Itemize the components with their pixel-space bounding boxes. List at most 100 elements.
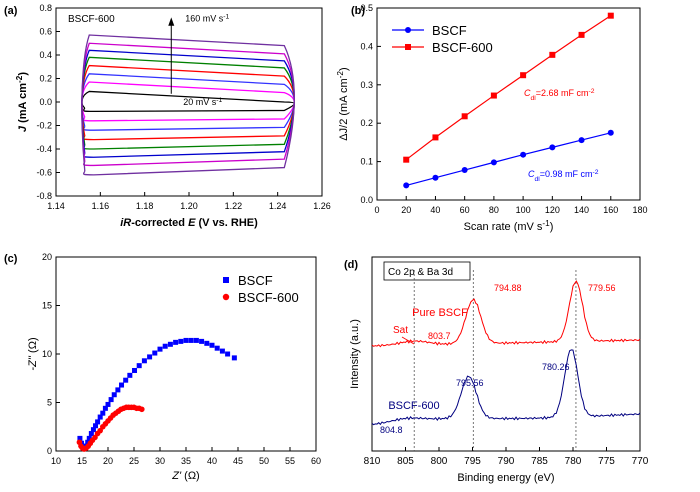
y-axis-label: Intensity (a.u.) [349, 319, 361, 389]
peak-label: 794.88 [494, 283, 522, 293]
data-point [608, 13, 614, 19]
sample-label: BSCF-600 [68, 14, 115, 25]
data-point [232, 355, 237, 360]
label-part: (Ω) [181, 470, 200, 482]
y-axis-label: ΔJ/2 (mA cm-2) [336, 67, 351, 140]
data-point [462, 113, 468, 119]
peak-label: 780.26 [542, 362, 570, 372]
x-tick-label: 1.16 [92, 201, 110, 211]
peak-label: 804.8 [380, 425, 403, 435]
x-tick-label: 1.18 [136, 201, 154, 211]
x-tick-label: 785 [531, 456, 548, 467]
data-point [189, 338, 194, 343]
legend-marker [223, 277, 229, 283]
data-point [100, 411, 105, 416]
x-tick-label: 100 [516, 205, 531, 215]
data-point [168, 342, 173, 347]
panel-label: (a) [4, 5, 18, 17]
data-point [132, 368, 137, 373]
label-part: ) [338, 67, 350, 71]
figure: 1.14 1.16 1.18 1.20 1.22 1.24 1.26-0.8-0.6-0.4… [0, 0, 700, 492]
legend-marker [405, 27, 411, 33]
data-point [178, 339, 183, 344]
data-point [432, 175, 438, 181]
data-point [95, 419, 100, 424]
label-part: 20 mV s [183, 97, 217, 107]
data-point [137, 363, 142, 368]
data-point [210, 343, 215, 348]
panel-a: 1.14 1.16 1.18 1.20 1.22 1.24 1.26 -0.8 -0.6 -0.4… [4, 3, 331, 229]
peak-label: 803.7 [428, 331, 451, 341]
label-part: =2.68 mF cm [536, 88, 589, 98]
plot-frame [377, 8, 640, 200]
x-axis-label: Z' (Ω) [171, 470, 199, 482]
label-part: Scan rate (mV s [464, 221, 543, 233]
x-tick-label: 0 [374, 205, 379, 215]
y-tick-label: 0.0 [360, 195, 373, 205]
x-tick-label: 15 [77, 456, 87, 466]
data-point [142, 358, 147, 363]
y-tick-label: -0.4 [36, 144, 52, 154]
data-point [608, 130, 614, 136]
x-axis-label: Binding energy (eV) [457, 472, 554, 484]
x-tick-label: 30 [155, 456, 165, 466]
data-point [115, 387, 120, 392]
x-tick-label: 40 [430, 205, 440, 215]
x-tick-label: 40 [207, 456, 217, 466]
y-tick-label: 0.6 [39, 27, 52, 37]
label-part: -2 [593, 169, 599, 176]
y-tick-label: 0.4 [39, 50, 52, 60]
data-point [520, 72, 526, 78]
x-tick-label: 800 [431, 456, 448, 467]
legend-label: BSCF [432, 23, 467, 38]
y-tick-label: 20 [42, 252, 52, 262]
data-point [403, 182, 409, 188]
data-point [119, 383, 124, 388]
x-tick-label: 20 [103, 456, 113, 466]
annotation-cdl: Cdl=2.68 mF cm-2 [524, 88, 595, 102]
y-tick-label: 0.2 [39, 74, 52, 84]
x-tick-label: 140 [574, 205, 589, 215]
sat-pointer [402, 337, 414, 344]
data-point [579, 32, 585, 38]
legend-label: BSCF-600 [432, 40, 493, 55]
annotation-cdl: Cdl=0.98 mF cm-2 [528, 169, 599, 183]
data-point [462, 167, 468, 173]
data-point [152, 351, 157, 356]
y-tick-label: 10 [42, 349, 52, 359]
data-point [127, 373, 132, 378]
y-tick-label: -0.2 [36, 121, 52, 131]
data-point [112, 392, 117, 397]
x-tick-label: 1.20 [180, 201, 198, 211]
data-point [491, 93, 497, 99]
data-point [520, 152, 526, 158]
series-label: Pure BSCF [412, 307, 468, 319]
data-point [173, 340, 178, 345]
label-part: =0.98 mF cm [540, 169, 593, 179]
data-point [579, 137, 585, 143]
x-tick-label: 810 [364, 456, 381, 467]
label-part: -2 [589, 88, 595, 95]
spectrum-bscf-600 [372, 350, 640, 425]
legend-marker [405, 44, 411, 50]
label-part: (V vs. RHE) [195, 217, 258, 229]
panel-label: (c) [4, 253, 18, 265]
x-tick-label: 35 [181, 456, 191, 466]
y-tick-label: 0.1 [360, 157, 373, 167]
x-tick-label: 60 [460, 205, 470, 215]
x-tick-label: 160 [603, 205, 618, 215]
label-part: -1 [223, 13, 229, 20]
x-tick-label: 60 [311, 456, 321, 466]
y-tick-label: 0 [47, 446, 52, 456]
x-tick-label: 45 [233, 456, 243, 466]
panel-d: 810 805 800 795 790 785 780 775 770(d)Binding en… [344, 257, 649, 484]
x-tick-label: 180 [632, 205, 647, 215]
x-tick-label: 25 [129, 456, 139, 466]
data-point [403, 157, 409, 163]
panel-c: 10 15 20 25 30 35 40 45 50 55 6005101520(c)Z' (Ω)-… [4, 252, 321, 482]
data-point [220, 349, 225, 354]
plot-frame [56, 257, 316, 451]
data-point [194, 338, 199, 343]
peak-label: 779.56 [588, 283, 616, 293]
data-point [163, 344, 168, 349]
